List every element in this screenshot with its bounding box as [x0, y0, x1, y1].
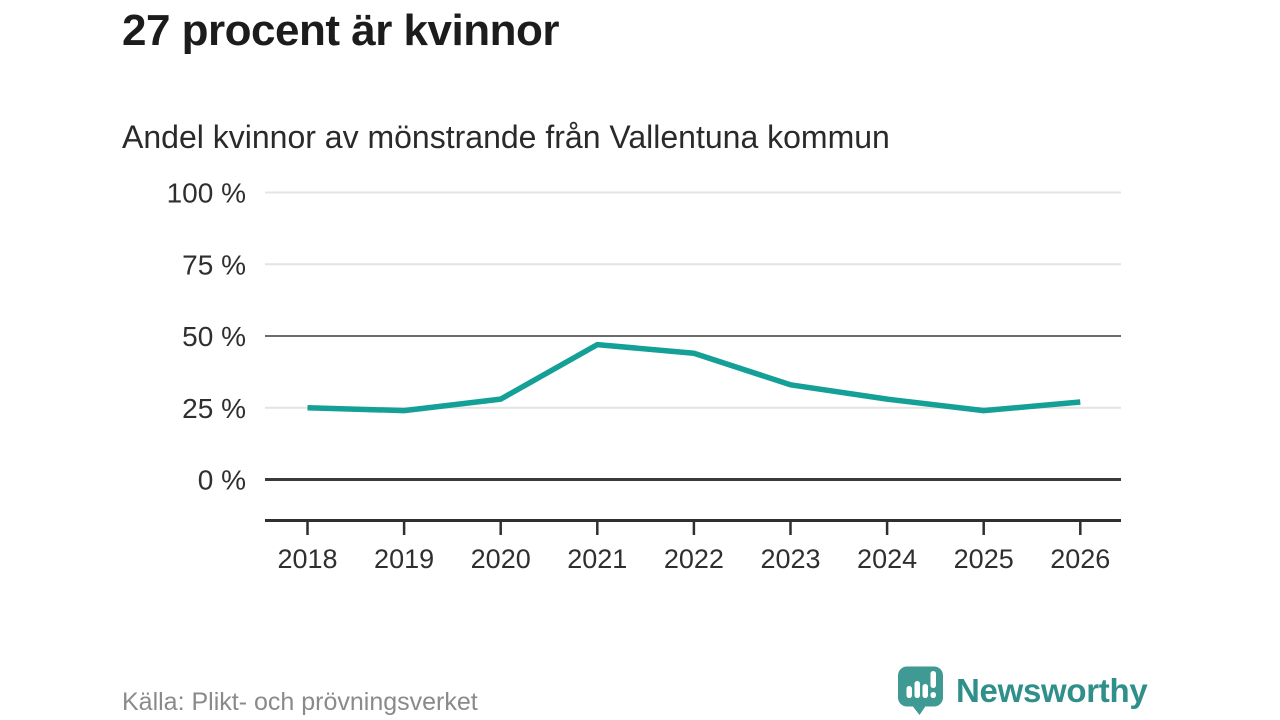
chart-title: 27 procent är kvinnor [122, 6, 559, 55]
y-tick-label: 0 % [198, 465, 246, 496]
x-tick-label: 2018 [277, 544, 337, 574]
x-tick-label: 2022 [664, 544, 724, 574]
x-tick-label: 2026 [1050, 544, 1110, 574]
newsworthy-brand: Newsworthy [897, 665, 1148, 716]
y-tick-label: 25 % [182, 393, 246, 424]
exclamation-dot-glyph [930, 692, 936, 698]
chart-subtitle: Andel kvinnor av mönstrande från Vallent… [122, 119, 890, 155]
speech-bubble-tail [911, 704, 927, 715]
source-attribution: Källa: Plikt- och prövningsverket [122, 688, 478, 716]
x-tick-label: 2025 [954, 544, 1014, 574]
y-tick-label: 100 % [167, 178, 246, 209]
newsworthy-logo-icon [898, 666, 943, 715]
bar-glyph-1 [906, 686, 912, 698]
speech-bubble-shape [898, 666, 943, 707]
y-tick-label: 75 % [182, 249, 246, 280]
bar-glyph-3 [922, 684, 928, 698]
trend-line [307, 341, 1081, 414]
x-tick-label: 2019 [374, 544, 434, 574]
x-tick-label: 2021 [567, 544, 627, 574]
exclamation-bar-glyph [930, 671, 936, 688]
x-tick-label: 2024 [857, 544, 917, 574]
bar-glyph-2 [914, 681, 920, 698]
brand-name: Newsworthy [956, 672, 1148, 709]
x-tick-label: 2023 [760, 544, 820, 574]
y-tick-label: 50 % [182, 321, 246, 352]
x-tick-label: 2020 [471, 544, 531, 574]
